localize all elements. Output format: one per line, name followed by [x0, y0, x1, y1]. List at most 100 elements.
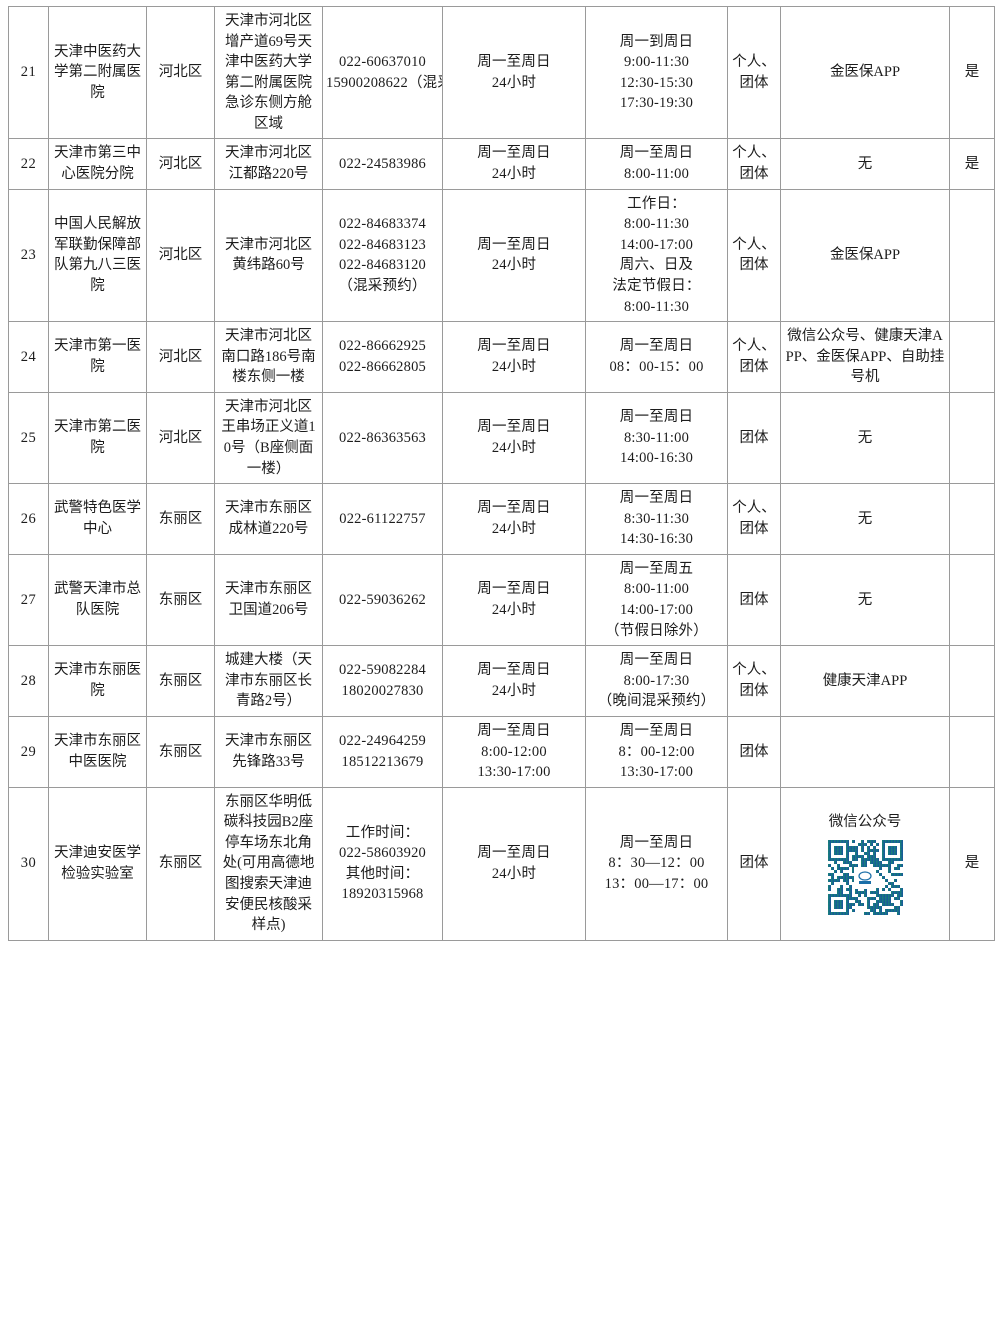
wechat-official-account-qr-icon: [827, 840, 903, 916]
cell-index: 30: [8, 786, 49, 941]
cell-phone: 022-86363563: [322, 391, 443, 485]
cell-district: 河北区: [146, 391, 215, 485]
cell-open-hours: 周一至周日 24小时: [442, 645, 586, 717]
cell-night-sampling: 是: [949, 786, 995, 941]
cell-sampling-hours: 周一至周日 08：00-15：00: [585, 321, 728, 393]
cell-institution-name: 武警天津市总队医院: [48, 553, 147, 647]
cell-index: 25: [8, 391, 49, 485]
cell-address: 天津市东丽区成林道220号: [214, 483, 323, 555]
nucleic-acid-sampling-sites-table: 21 天津中医药大学第二附属医院 河北区 天津市河北区增产道69号天津中医药大学第二附…: [8, 5, 995, 941]
cell-open-hours: 周一至周日 8:00-12:00 13:30-17:00: [442, 715, 586, 788]
appointment-label: 微信公众号: [828, 813, 902, 830]
table-row: 23 中国人民解放军联勤保障部队第九八三医院 河北区 天津市河北区黄纬路60号 022-…: [8, 188, 995, 323]
cell-index: 24: [8, 321, 49, 393]
cell-open-hours: 周一至周日 24小时: [442, 138, 586, 190]
cell-phone: 022-59082284 18020027830: [322, 645, 443, 717]
cell-appointment-method: 健康天津APP: [780, 645, 950, 717]
cell-institution-name: 天津市东丽区中医医院: [48, 715, 147, 788]
cell-night-sampling: [949, 715, 995, 788]
cell-institution-name: 天津市东丽医院: [48, 645, 147, 717]
cell-phone: 022-84683374 022-84683123 022-84683120 （混采预…: [322, 188, 443, 323]
cell-phone: 022-59036262: [322, 553, 443, 647]
cell-address: 天津市河北区黄纬路60号: [214, 188, 323, 323]
cell-appointment-method: 无: [780, 391, 950, 485]
cell-address: 东丽区华明低碳科技园B2座停车场东北角处(可用高德地图搜索天津迪安便民核酸采样点…: [214, 786, 323, 941]
cell-service-target: 个人、 团体: [727, 483, 781, 555]
cell-open-hours: 周一至周日 24小时: [442, 5, 586, 140]
cell-address: 天津市东丽区卫国道206号: [214, 553, 323, 647]
cell-night-sampling: [949, 645, 995, 717]
table-row: 30 天津迪安医学检验实验室 东丽区 东丽区华明低碳科技园B2座停车场东北角处(可用高…: [8, 786, 995, 941]
cell-district: 东丽区: [146, 645, 215, 717]
cell-district: 东丽区: [146, 553, 215, 647]
cell-appointment-method: 微信公众号: [780, 786, 950, 941]
cell-service-target: 个人、 团体: [727, 188, 781, 323]
cell-sampling-hours: 周一至周日 8:00-11:00: [585, 138, 728, 190]
cell-institution-name: 天津市第一医院: [48, 321, 147, 393]
cell-service-target: 个人、 团体: [727, 138, 781, 190]
cell-appointment-method: 金医保APP: [780, 5, 950, 140]
table-row: 24 天津市第一医院 河北区 天津市河北区南口路186号南楼东侧一楼 022-86662…: [8, 321, 995, 393]
cell-sampling-hours: 工作日： 8:00-11:30 14:00-17:00 周六、日及 法定节假日： 8:00…: [585, 188, 728, 323]
table-row: 21 天津中医药大学第二附属医院 河北区 天津市河北区增产道69号天津中医药大学第二附…: [8, 5, 995, 140]
cell-district: 河北区: [146, 138, 215, 190]
cell-open-hours: 周一至周日 24小时: [442, 391, 586, 485]
cell-district: 东丽区: [146, 715, 215, 788]
qr-center-logo: [854, 866, 876, 889]
cell-appointment-method: 无: [780, 553, 950, 647]
cell-open-hours: 周一至周日 24小时: [442, 321, 586, 393]
cell-phone: 022-61122757: [322, 483, 443, 555]
cell-sampling-hours: 周一至周五 8:00-11:00 14:00-17:00 （节假日除外）: [585, 553, 728, 647]
cell-appointment-method: 微信公众号、健康天津APP、金医保APP、自助挂号机: [780, 321, 950, 393]
cell-night-sampling: [949, 321, 995, 393]
cell-sampling-hours: 周一到周日 9:00-11:30 12:30-15:30 17:30-19:30: [585, 5, 728, 140]
table-row: 22 天津市第三中心医院分院 河北区 天津市河北区江都路220号 022-2458398…: [8, 138, 995, 190]
cell-address: 天津市河北区江都路220号: [214, 138, 323, 190]
cell-service-target: 团体: [727, 786, 781, 941]
cell-appointment-method: 无: [780, 138, 950, 190]
cell-address: 天津市河北区南口路186号南楼东侧一楼: [214, 321, 323, 393]
cell-phone: 022-86662925 022-86662805: [322, 321, 443, 393]
cell-index: 27: [8, 553, 49, 647]
cell-institution-name: 中国人民解放军联勤保障部队第九八三医院: [48, 188, 147, 323]
cell-index: 23: [8, 188, 49, 323]
cell-sampling-hours: 周一至周日 8:00-17:30 （晚间混采预约）: [585, 645, 728, 717]
cell-service-target: 团体: [727, 391, 781, 485]
cell-night-sampling: 是: [949, 5, 995, 140]
cell-sampling-hours: 周一至周日 8：30—12：00 13：00—17：00: [585, 786, 728, 941]
cell-appointment-method: [780, 715, 950, 788]
cell-phone: 工作时间： 022-58603920 其他时间： 18920315968: [322, 786, 443, 941]
cell-sampling-hours: 周一至周日 8:30-11:00 14:00-16:30: [585, 391, 728, 485]
cell-index: 22: [8, 138, 49, 190]
cell-night-sampling: [949, 553, 995, 647]
cell-address: 天津市河北区王串场正义道10号（B座侧面一楼）: [214, 391, 323, 485]
cell-index: 21: [8, 5, 49, 140]
table-row: 29 天津市东丽区中医医院 东丽区 天津市东丽区先锋路33号 022-24964259 1…: [8, 715, 995, 788]
cell-appointment-method: 无: [780, 483, 950, 555]
cell-open-hours: 周一至周日 24小时: [442, 483, 586, 555]
cell-service-target: 个人、 团体: [727, 321, 781, 393]
cell-sampling-hours: 周一至周日 8：00-12:00 13:30-17:00: [585, 715, 728, 788]
cell-night-sampling: [949, 483, 995, 555]
cell-index: 29: [8, 715, 49, 788]
cell-district: 河北区: [146, 5, 215, 140]
cell-institution-name: 天津市第二医院: [48, 391, 147, 485]
cell-institution-name: 天津市第三中心医院分院: [48, 138, 147, 190]
cell-service-target: 团体: [727, 715, 781, 788]
table-row: 27 武警天津市总队医院 东丽区 天津市东丽区卫国道206号 022-59036262 周…: [8, 553, 995, 647]
cell-district: 河北区: [146, 321, 215, 393]
cell-institution-name: 天津迪安医学检验实验室: [48, 786, 147, 941]
cell-address: 城建大楼（天津市东丽区长青路2号）: [214, 645, 323, 717]
cell-institution-name: 武警特色医学中心: [48, 483, 147, 555]
cell-night-sampling: [949, 188, 995, 323]
cell-sampling-hours: 周一至周日 8:30-11:30 14:30-16:30: [585, 483, 728, 555]
cell-open-hours: 周一至周日 24小时: [442, 786, 586, 941]
cell-appointment-method: 金医保APP: [780, 188, 950, 323]
cell-service-target: 个人、 团体: [727, 5, 781, 140]
cell-address: 天津市河北区增产道69号天津中医药大学第二附属医院急诊东侧方舱区域: [214, 5, 323, 140]
cell-district: 东丽区: [146, 786, 215, 941]
cell-open-hours: 周一至周日 24小时: [442, 553, 586, 647]
cell-phone: 022-24964259 18512213679: [322, 715, 443, 788]
cell-address: 天津市东丽区先锋路33号: [214, 715, 323, 788]
